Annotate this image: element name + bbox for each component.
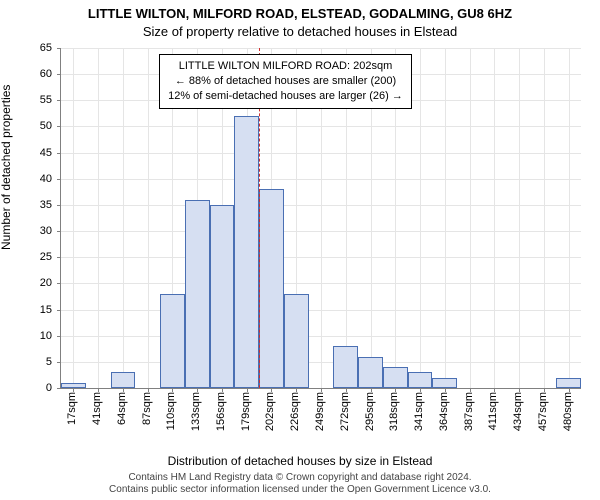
y-tick-label: 0 <box>46 382 52 394</box>
y-tick-label: 50 <box>40 120 52 132</box>
bar <box>432 378 457 388</box>
x-tick-label: 318sqm <box>388 392 400 431</box>
bar <box>556 378 581 388</box>
bar <box>185 200 210 388</box>
plot-area: LITTLE WILTON MILFORD ROAD: 202sqm ← 88%… <box>60 48 581 389</box>
x-tick-label: 17sqm <box>66 392 78 425</box>
bar <box>383 367 408 388</box>
x-tick-label: 434sqm <box>512 392 524 431</box>
x-tick-label: 87sqm <box>141 392 153 425</box>
x-tick-label: 457sqm <box>537 392 549 431</box>
y-tick-label: 30 <box>40 225 52 237</box>
y-tick-label: 25 <box>40 251 52 263</box>
bar <box>111 372 136 388</box>
x-tick-label: 110sqm <box>165 392 177 430</box>
x-tick-label: 226sqm <box>289 392 301 431</box>
y-axis-ticks: 05101520253035404550556065 <box>0 48 56 388</box>
x-tick-label: 202sqm <box>264 392 276 431</box>
y-tick-label: 40 <box>40 173 52 185</box>
y-tick-label: 5 <box>46 356 52 368</box>
x-axis-label: Distribution of detached houses by size … <box>0 454 600 468</box>
footer-line1: Contains HM Land Registry data © Crown c… <box>0 472 600 484</box>
x-axis-ticks: 17sqm 41sqm 64sqm 87sqm 110sqm 133sqm 156sqm 17… <box>60 388 580 448</box>
chart-title-line1: LITTLE WILTON, MILFORD ROAD, ELSTEAD, GO… <box>0 6 600 21</box>
bar <box>333 346 358 388</box>
footer-line2: Contains public sector information licen… <box>0 484 600 496</box>
x-tick-label: 249sqm <box>314 392 326 431</box>
x-tick-label: 295sqm <box>364 392 376 431</box>
bar <box>210 205 235 388</box>
x-tick-label: 480sqm <box>562 392 574 431</box>
x-tick-label: 41sqm <box>91 392 103 425</box>
chart-title-line2: Size of property relative to detached ho… <box>0 24 600 39</box>
footer-text: Contains HM Land Registry data © Crown c… <box>0 472 600 496</box>
y-tick-label: 20 <box>40 277 52 289</box>
x-tick-label: 179sqm <box>240 392 252 431</box>
bar <box>284 294 309 388</box>
legend-line1: LITTLE WILTON MILFORD ROAD: 202sqm <box>168 59 403 74</box>
legend-line2: ← 88% of detached houses are smaller (20… <box>168 74 403 89</box>
x-tick-label: 133sqm <box>190 392 202 431</box>
bar <box>358 357 383 388</box>
x-tick-label: 387sqm <box>463 392 475 431</box>
y-tick-label: 35 <box>40 199 52 211</box>
x-tick-label: 341sqm <box>413 392 425 431</box>
y-tick-label: 65 <box>40 42 52 54</box>
legend-line3: 12% of semi-detached houses are larger (… <box>168 89 403 104</box>
x-tick-label: 364sqm <box>438 392 450 431</box>
y-tick-label: 45 <box>40 147 52 159</box>
x-tick-label: 156sqm <box>215 392 227 431</box>
y-tick-label: 60 <box>40 68 52 80</box>
x-tick-label: 411sqm <box>487 392 499 430</box>
x-tick-label: 64sqm <box>116 392 128 425</box>
y-tick-label: 55 <box>40 94 52 106</box>
bar <box>259 189 284 388</box>
y-tick-label: 15 <box>40 304 52 316</box>
y-tick-label: 10 <box>40 330 52 342</box>
bar <box>234 116 259 388</box>
x-tick-label: 272sqm <box>339 392 351 431</box>
bar <box>160 294 185 388</box>
legend-box: LITTLE WILTON MILFORD ROAD: 202sqm ← 88%… <box>159 54 412 109</box>
bar <box>408 372 433 388</box>
